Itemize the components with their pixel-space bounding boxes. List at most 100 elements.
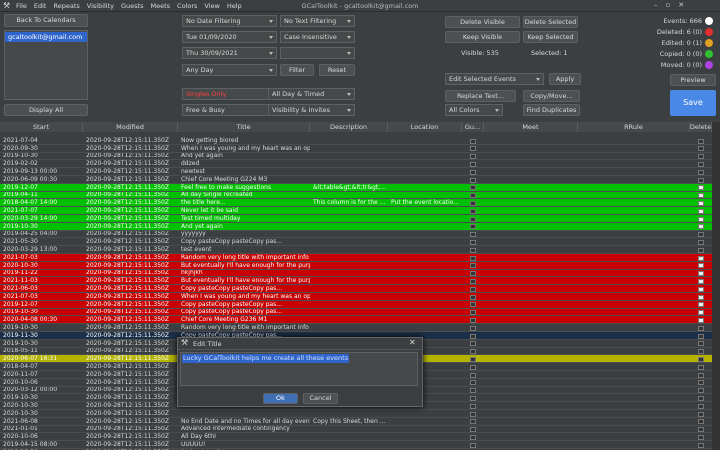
table-row[interactable] <box>0 410 712 418</box>
guests-checkbox[interactable] <box>470 208 476 214</box>
table-row[interactable] <box>0 300 712 309</box>
visibility[interactable]: Visibility & Invites <box>268 104 355 116</box>
delete-checkbox[interactable] <box>698 154 704 160</box>
table-row[interactable] <box>0 137 712 145</box>
delete-checkbox[interactable] <box>698 317 704 323</box>
delete-checkbox[interactable] <box>698 278 704 284</box>
table-row[interactable] <box>0 230 712 239</box>
menu-item[interactable]: Edit <box>33 3 47 10</box>
guests-checkbox[interactable] <box>470 232 476 238</box>
guests-checkbox[interactable] <box>470 411 476 417</box>
delete-checkbox[interactable] <box>698 364 704 370</box>
delete-checkbox[interactable] <box>698 333 704 339</box>
guests-checkbox[interactable] <box>470 356 476 362</box>
keep-selected[interactable]: Keep Selected <box>523 31 578 43</box>
delete-checkbox[interactable] <box>698 169 704 175</box>
guests-checkbox[interactable] <box>470 388 476 394</box>
keep-visible[interactable]: Keep Visible <box>445 31 520 43</box>
cancel-button[interactable]: Cancel <box>303 393 338 404</box>
guests-checkbox[interactable] <box>470 200 476 206</box>
guests-checkbox[interactable] <box>470 169 476 175</box>
delete-checkbox[interactable] <box>698 185 704 191</box>
reset-button[interactable]: Reset <box>319 64 355 76</box>
delete-checkbox[interactable] <box>698 200 704 206</box>
delete-checkbox[interactable] <box>698 356 704 362</box>
table-row[interactable] <box>0 293 712 301</box>
guests-checkbox[interactable] <box>470 333 476 339</box>
guests-checkbox[interactable] <box>470 341 476 347</box>
table-row[interactable] <box>0 246 712 254</box>
guests-checkbox[interactable] <box>470 403 476 409</box>
table-row[interactable] <box>0 199 712 208</box>
table-row[interactable] <box>0 324 712 332</box>
menu-item[interactable]: Visibility <box>86 3 115 10</box>
table-row[interactable] <box>0 144 712 153</box>
text-field-combo[interactable] <box>280 47 355 59</box>
delete-checkbox[interactable] <box>698 138 704 144</box>
table-row[interactable] <box>0 238 712 247</box>
guests-checkbox[interactable] <box>470 247 476 253</box>
guests-checkbox[interactable] <box>470 255 476 261</box>
apply[interactable]: Apply <box>549 73 581 85</box>
delete-checkbox[interactable] <box>698 294 704 300</box>
delete-checkbox[interactable] <box>698 341 704 347</box>
delete-selected[interactable]: Delete Selected <box>523 16 578 28</box>
delete-checkbox[interactable] <box>698 434 704 440</box>
edit-selected[interactable]: Edit Selected Events <box>445 73 544 85</box>
busy[interactable]: Free & Busy <box>182 104 277 116</box>
delete-checkbox[interactable] <box>698 372 704 378</box>
table-row[interactable] <box>0 160 712 169</box>
filter-button[interactable]: Filter <box>280 64 314 76</box>
delete-checkbox[interactable] <box>698 395 704 401</box>
delete-checkbox[interactable] <box>698 427 704 433</box>
guests-checkbox[interactable] <box>470 302 476 308</box>
delete-checkbox[interactable] <box>698 419 704 425</box>
guests-checkbox[interactable] <box>470 419 476 425</box>
table-row[interactable] <box>0 441 712 449</box>
delete-checkbox[interactable] <box>698 349 704 355</box>
table-row[interactable] <box>0 308 712 317</box>
delete-checkbox[interactable] <box>698 161 704 167</box>
delete-checkbox[interactable] <box>698 271 704 277</box>
guests-checkbox[interactable] <box>470 310 476 316</box>
copy-move[interactable]: Copy/Move... <box>523 90 580 102</box>
delete-checkbox[interactable] <box>698 302 704 308</box>
delete-checkbox[interactable] <box>698 286 704 292</box>
guests-checkbox[interactable] <box>470 380 476 386</box>
guests-checkbox[interactable] <box>470 263 476 269</box>
guests-checkbox[interactable] <box>470 395 476 401</box>
table-row[interactable] <box>0 261 712 270</box>
menu-item[interactable]: Repeats <box>53 3 80 10</box>
guests-checkbox[interactable] <box>470 138 476 144</box>
ok-button[interactable]: Ok <box>263 393 298 404</box>
guests-checkbox[interactable] <box>470 154 476 160</box>
delete-checkbox[interactable] <box>698 224 704 230</box>
guests-checkbox[interactable] <box>470 224 476 230</box>
start-date[interactable]: Tue 01/09/2020 <box>182 31 277 43</box>
date-filter[interactable]: No Date Filtering <box>182 15 277 27</box>
guests-checkbox[interactable] <box>470 239 476 245</box>
timing[interactable]: All Day & Timed <box>268 88 355 100</box>
menu-item[interactable]: Meets <box>150 3 171 10</box>
day[interactable]: Any Day <box>182 64 277 76</box>
table-row[interactable] <box>0 207 712 215</box>
table-row[interactable] <box>0 183 712 192</box>
guests-checkbox[interactable] <box>470 185 476 191</box>
save-button[interactable]: Save <box>670 90 716 116</box>
delete-checkbox[interactable] <box>698 232 704 238</box>
table-row[interactable] <box>0 285 712 293</box>
colors[interactable]: All Colors <box>445 104 503 116</box>
table-row[interactable] <box>0 152 712 161</box>
guests-checkbox[interactable] <box>470 193 476 199</box>
table-row[interactable] <box>0 215 712 223</box>
table-row[interactable] <box>0 417 712 426</box>
find-duplicates[interactable]: Find Duplicates <box>523 104 580 116</box>
delete-checkbox[interactable] <box>698 239 704 245</box>
recurrence[interactable]: Singles Only <box>182 88 277 100</box>
delete-checkbox[interactable] <box>698 403 704 409</box>
delete-checkbox[interactable] <box>698 208 704 214</box>
guests-checkbox[interactable] <box>470 434 476 440</box>
table-row[interactable] <box>0 316 712 325</box>
delete-checkbox[interactable] <box>698 216 704 222</box>
case[interactable]: Case Insensitive <box>280 31 355 43</box>
